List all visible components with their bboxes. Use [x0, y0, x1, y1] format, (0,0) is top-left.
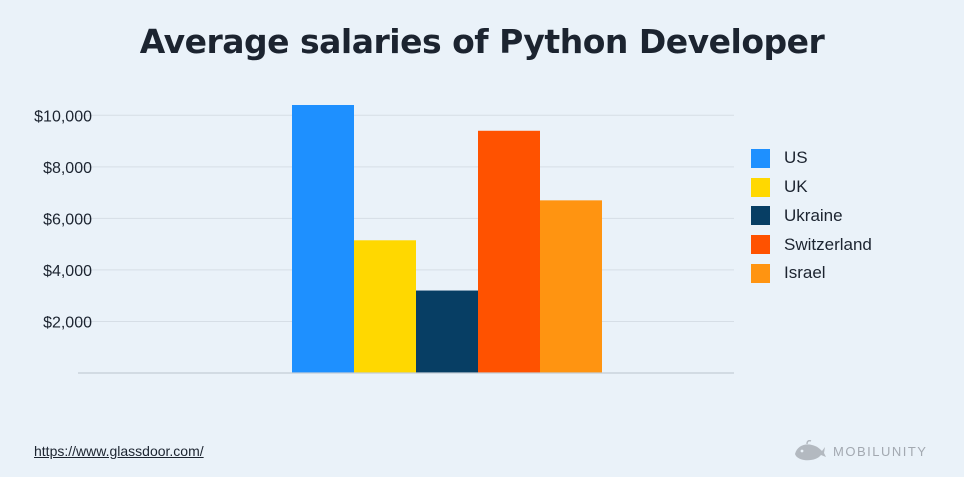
bar-switzerland	[478, 130, 540, 373]
y-tick-label: $4,000	[43, 263, 92, 280]
whale-icon	[795, 440, 826, 461]
y-axis-ticks: $10,000 $8,000 $6,000 $4,000 $2,000	[34, 108, 92, 331]
bar-israel	[540, 200, 602, 373]
legend-item-ukraine: Ukraine	[751, 202, 872, 231]
bar-ukraine	[416, 290, 478, 373]
legend-item-uk: UK	[751, 173, 872, 202]
brand-logo: MOBILUNITY	[793, 440, 927, 462]
legend-swatch	[751, 263, 770, 283]
legend-swatch	[751, 206, 770, 226]
source-link[interactable]: https://www.glassdoor.com/	[34, 443, 204, 459]
legend-label: Switzerland	[784, 234, 872, 254]
y-tick-label: $10,000	[34, 108, 92, 125]
chart-title: Average salaries of Python Developer	[139, 22, 825, 61]
legend-item-us: US	[751, 144, 872, 173]
legend-item-switzerland: Switzerland	[751, 230, 872, 259]
legend-label: Ukraine	[784, 205, 843, 225]
legend-label: UK	[784, 177, 808, 197]
legend-swatch	[751, 148, 770, 168]
legend: US UK Ukraine Switzerland Israel	[751, 144, 872, 288]
brand-name: MOBILUNITY	[833, 443, 928, 459]
bar-uk	[354, 240, 416, 373]
bars	[292, 105, 602, 373]
legend-swatch	[751, 177, 770, 197]
legend-label: Israel	[784, 263, 826, 283]
legend-label: US	[784, 148, 808, 168]
y-tick-label: $8,000	[43, 160, 92, 177]
y-tick-label: $6,000	[43, 211, 92, 228]
y-tick-label: $2,000	[43, 314, 92, 331]
legend-item-israel: Israel	[751, 259, 872, 288]
legend-swatch	[751, 235, 770, 255]
bar-us	[292, 105, 354, 373]
